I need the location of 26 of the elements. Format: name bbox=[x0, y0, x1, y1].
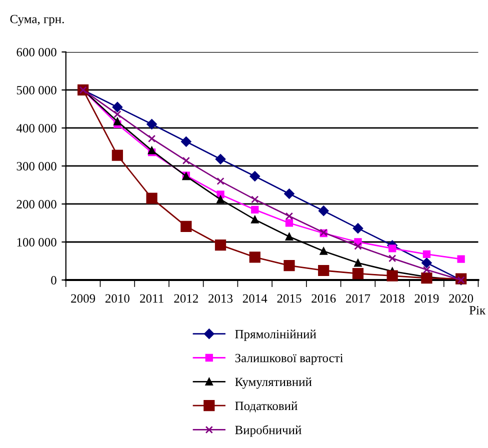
x-tick-label: 2011 bbox=[140, 294, 164, 303]
y-tick-label: 400 000 bbox=[16, 124, 56, 132]
legend-label: Залишкової вартості bbox=[235, 354, 344, 365]
y-axis-title: Сума, грн. bbox=[10, 14, 64, 26]
x-axis-title: Рік bbox=[469, 306, 486, 314]
x-tick-label: 2017 bbox=[346, 294, 370, 303]
legend-label: Податковий bbox=[235, 401, 298, 412]
y-tick-label: 100 000 bbox=[17, 238, 56, 246]
legend-label: Прямолінійний bbox=[235, 330, 316, 341]
y-tick-label: 200 000 bbox=[16, 200, 56, 208]
x-tick-label: 2019 bbox=[414, 294, 439, 303]
x-tick-label: 2010 bbox=[105, 294, 130, 303]
x-tick-label: 2013 bbox=[208, 294, 233, 303]
x-tick-label: 2020 bbox=[449, 294, 474, 303]
y-tick-label: 300 000 bbox=[16, 162, 56, 170]
x-tick-label: 2014 bbox=[242, 294, 268, 303]
y-tick-label: 600 000 bbox=[16, 48, 56, 56]
x-tick-label: 2015 bbox=[277, 294, 302, 303]
legend-label: Виробничий bbox=[235, 425, 302, 437]
legend-label: Кумулятивний bbox=[235, 377, 312, 389]
x-tick-label: 2009 bbox=[71, 294, 96, 303]
y-tick-label: 500 000 bbox=[16, 86, 56, 94]
y-tick-label: 0 bbox=[51, 276, 56, 284]
x-tick-label: 2016 bbox=[312, 294, 336, 303]
x-tick-label: 2018 bbox=[380, 294, 404, 303]
x-tick-label: 2012 bbox=[174, 294, 198, 303]
